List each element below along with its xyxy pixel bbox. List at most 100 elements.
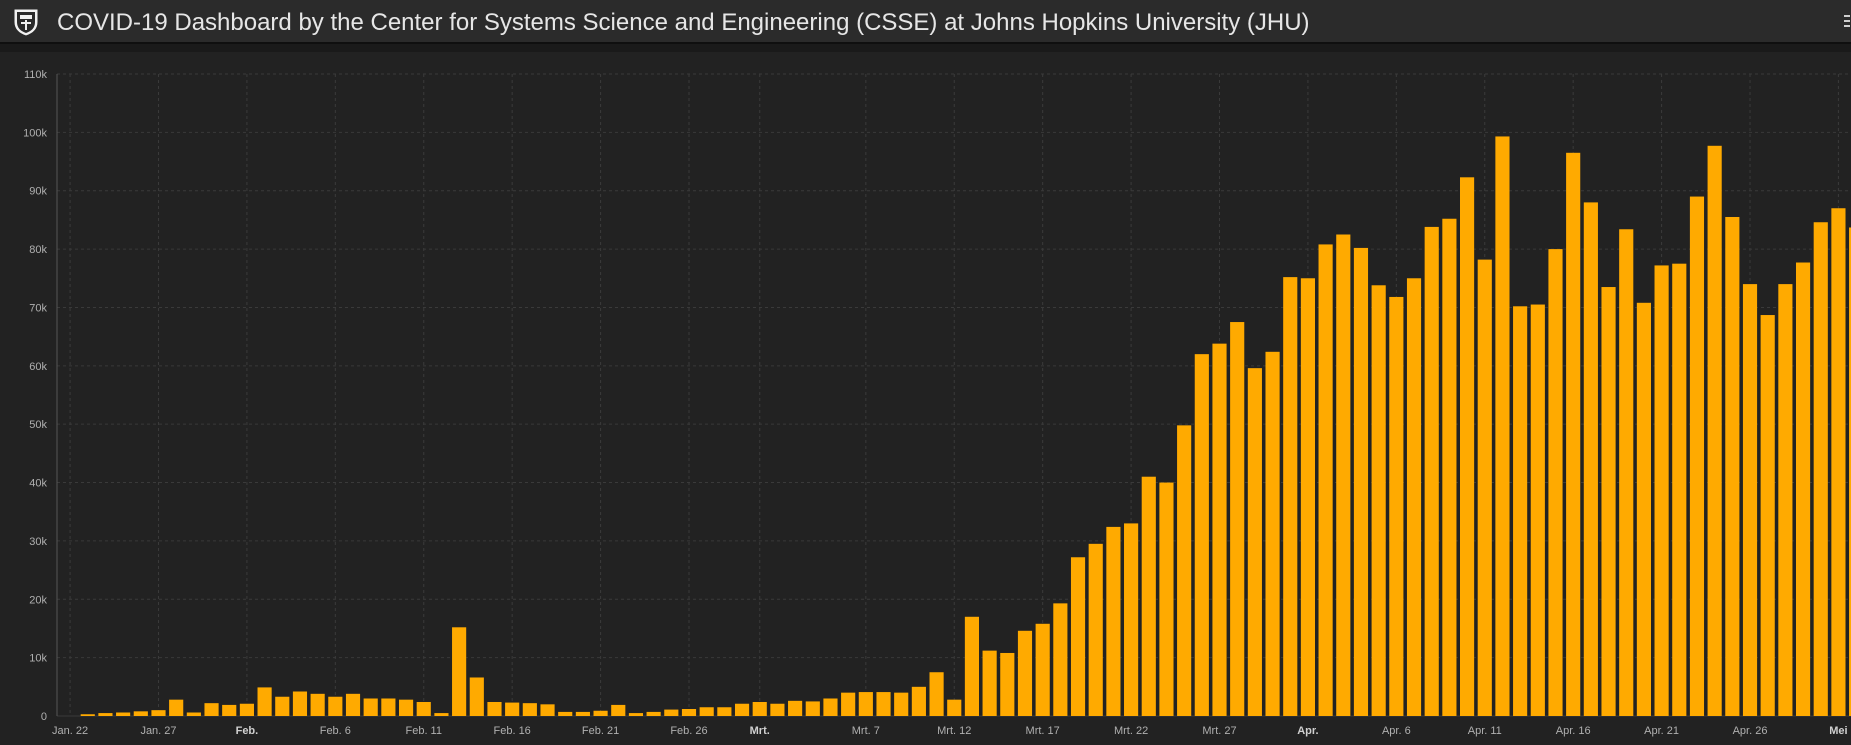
bar[interactable] [1000, 652, 1015, 716]
bar[interactable] [1530, 304, 1545, 716]
bar[interactable] [239, 703, 254, 716]
bar[interactable] [558, 711, 573, 716]
bar[interactable] [717, 707, 732, 716]
bar[interactable] [1353, 247, 1369, 717]
bar[interactable] [1318, 244, 1333, 717]
bar[interactable] [1177, 425, 1192, 716]
bar[interactable] [770, 703, 785, 716]
bar[interactable] [1017, 630, 1033, 716]
bar[interactable] [1548, 249, 1563, 716]
bar[interactable] [1283, 277, 1298, 716]
bar[interactable] [1194, 354, 1209, 716]
bar[interactable] [1760, 315, 1775, 716]
bar[interactable] [505, 702, 520, 716]
bar[interactable] [416, 701, 431, 716]
bar[interactable] [575, 711, 590, 716]
bar[interactable] [1619, 229, 1634, 716]
bar[interactable] [1406, 278, 1422, 716]
bar[interactable] [98, 713, 113, 716]
bar[interactable] [752, 701, 767, 716]
bar[interactable] [1106, 526, 1121, 716]
bar[interactable] [858, 692, 873, 716]
bar[interactable] [1424, 226, 1439, 716]
bar[interactable] [310, 693, 325, 716]
bar[interactable] [929, 672, 944, 716]
bar[interactable] [222, 704, 237, 716]
bar[interactable] [186, 712, 201, 717]
bar[interactable] [292, 691, 308, 716]
bar[interactable] [1583, 202, 1598, 716]
bar[interactable] [1795, 262, 1811, 716]
bar[interactable] [1088, 543, 1103, 716]
bar[interactable] [1513, 306, 1528, 716]
bar[interactable] [1813, 222, 1828, 717]
bar[interactable] [1035, 623, 1050, 716]
bar[interactable] [1230, 322, 1245, 716]
bar[interactable] [894, 692, 909, 716]
bar[interactable] [628, 713, 644, 716]
bar[interactable] [469, 677, 484, 716]
bar[interactable] [1053, 603, 1068, 716]
bar[interactable] [398, 699, 414, 716]
bar[interactable] [1159, 482, 1174, 716]
bar[interactable] [1778, 284, 1793, 716]
bar[interactable] [1141, 476, 1156, 716]
bar[interactable] [1460, 177, 1475, 717]
bar[interactable] [699, 707, 714, 716]
bar[interactable] [151, 710, 166, 716]
bar[interactable] [1654, 265, 1669, 716]
bar[interactable] [964, 616, 980, 716]
bar[interactable] [1831, 208, 1846, 717]
bar[interactable] [841, 692, 856, 716]
bar[interactable] [1300, 278, 1315, 716]
bar[interactable] [434, 713, 449, 716]
bar[interactable] [487, 701, 502, 716]
bar[interactable] [1636, 302, 1651, 716]
more-options-icon[interactable] [1841, 12, 1851, 32]
bar[interactable] [947, 699, 962, 716]
bar[interactable] [1265, 351, 1280, 716]
bar[interactable] [734, 703, 750, 716]
bar[interactable] [1477, 259, 1492, 716]
bar[interactable] [1725, 216, 1740, 717]
bar[interactable] [1389, 296, 1404, 716]
bar[interactable] [1672, 263, 1687, 716]
bar[interactable] [1707, 145, 1722, 716]
bar[interactable] [522, 703, 537, 716]
bar[interactable] [116, 712, 131, 717]
bar[interactable] [1442, 218, 1457, 717]
bar[interactable] [1566, 152, 1581, 716]
bar[interactable] [805, 701, 820, 716]
bar[interactable] [788, 700, 803, 716]
bar[interactable] [1124, 523, 1139, 716]
bar[interactable] [345, 693, 361, 716]
bar[interactable] [1371, 285, 1386, 716]
bar[interactable] [823, 698, 838, 716]
bar[interactable] [133, 711, 148, 716]
bar[interactable] [1689, 196, 1705, 716]
bar[interactable] [982, 650, 997, 716]
bar[interactable] [257, 687, 272, 716]
bar[interactable] [611, 704, 626, 716]
bar[interactable] [1247, 368, 1262, 716]
bar[interactable] [204, 703, 219, 716]
bar[interactable] [681, 709, 697, 716]
bar[interactable] [328, 696, 343, 716]
bar[interactable] [664, 709, 679, 716]
bar[interactable] [169, 699, 184, 716]
bar[interactable] [1212, 343, 1227, 716]
bar[interactable] [540, 704, 555, 716]
bar[interactable] [646, 711, 661, 716]
bar[interactable] [1495, 136, 1510, 716]
bar[interactable] [275, 696, 290, 716]
bar[interactable] [1070, 557, 1086, 716]
bar[interactable] [1601, 287, 1616, 716]
bar[interactable] [911, 686, 926, 716]
bar[interactable] [876, 692, 891, 716]
bar[interactable] [363, 698, 378, 716]
bar[interactable] [381, 698, 396, 716]
bar[interactable] [1336, 234, 1351, 717]
bar[interactable] [1742, 284, 1758, 716]
bar[interactable] [1849, 227, 1851, 717]
bar[interactable] [80, 714, 95, 716]
